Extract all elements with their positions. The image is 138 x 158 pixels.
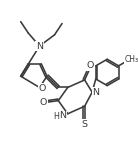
Text: O: O: [40, 98, 47, 107]
Text: H: H: [54, 112, 59, 121]
Text: N: N: [36, 42, 43, 51]
Text: O: O: [87, 61, 94, 70]
Text: CH₃: CH₃: [125, 55, 138, 64]
Text: O: O: [39, 84, 46, 93]
Text: N: N: [92, 88, 99, 97]
Text: N: N: [59, 111, 67, 120]
Text: S: S: [82, 120, 88, 129]
